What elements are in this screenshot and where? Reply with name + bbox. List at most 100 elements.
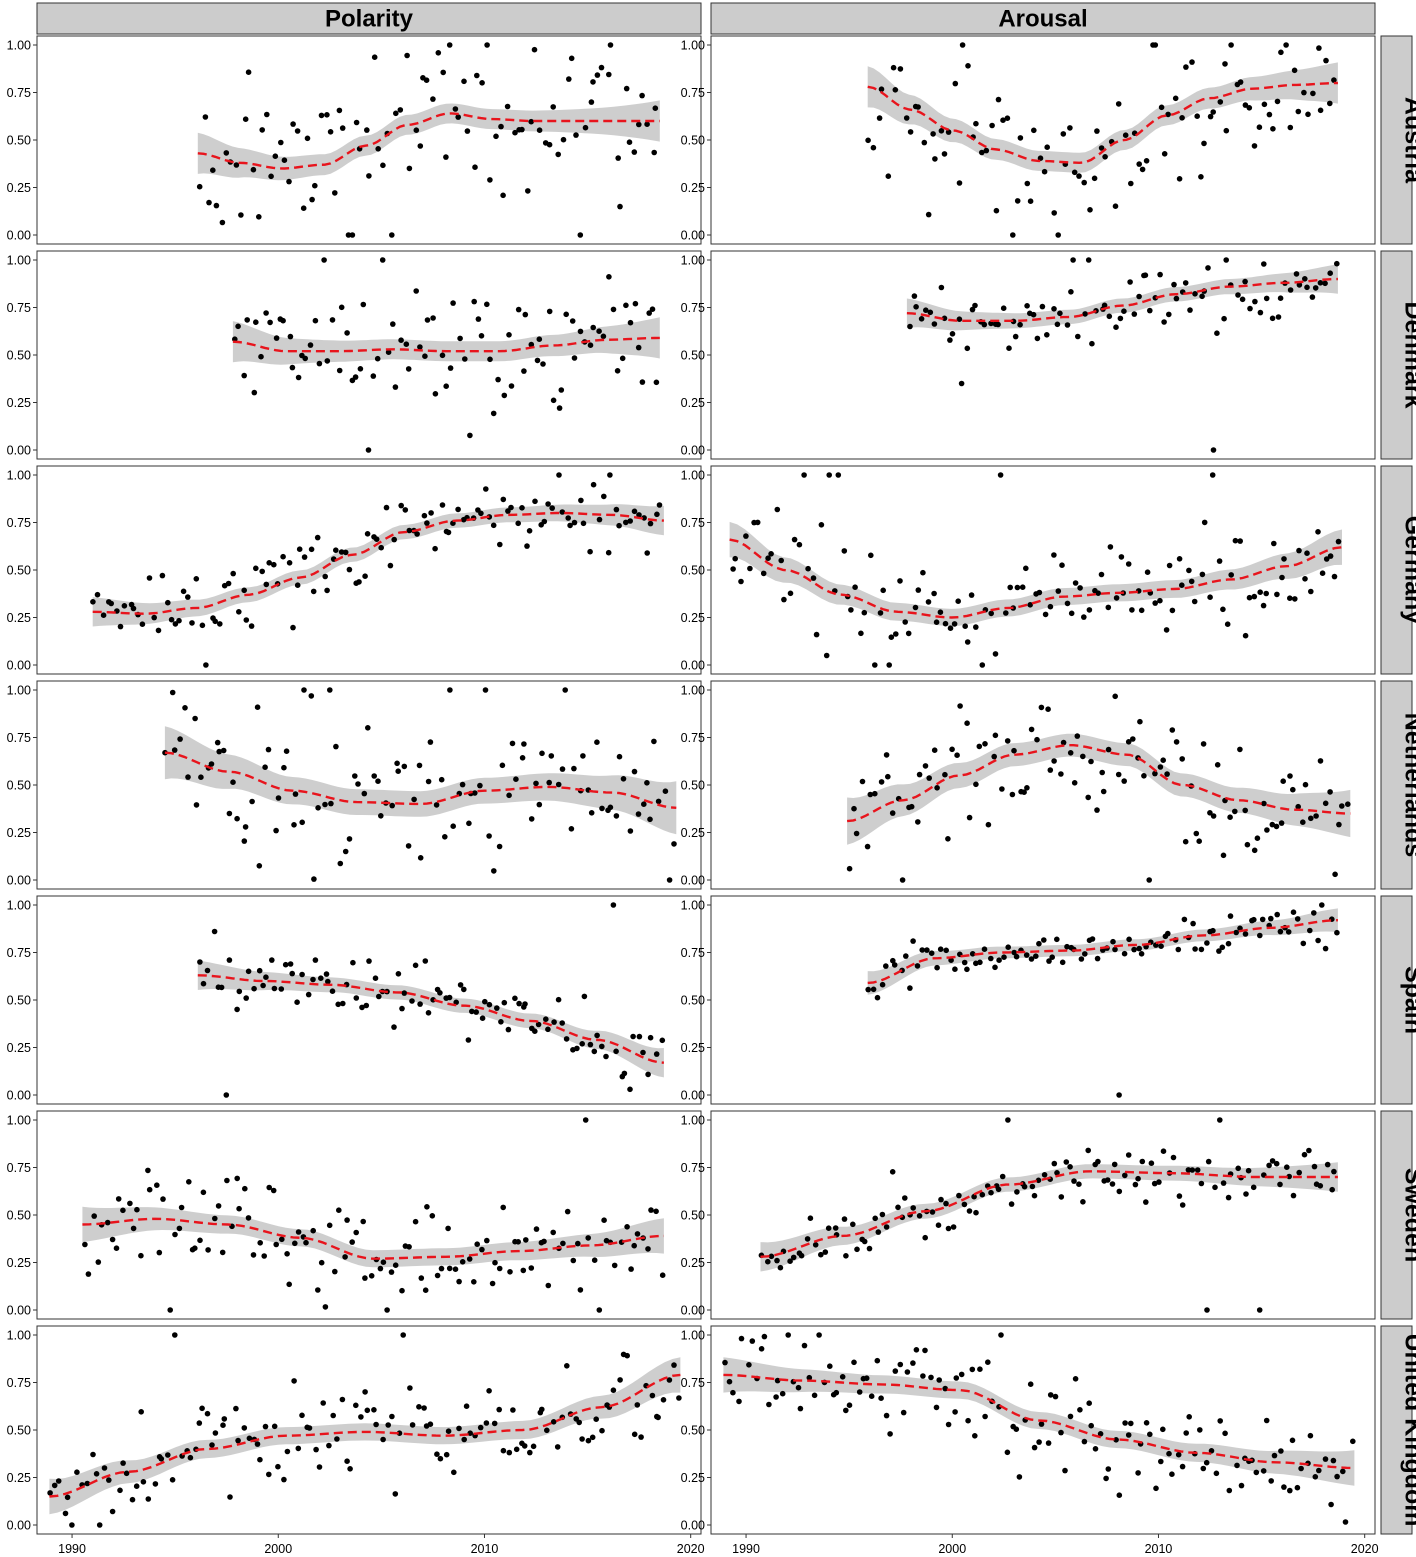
data-point: [263, 310, 269, 316]
data-point: [342, 549, 349, 556]
data-point: [467, 432, 473, 439]
data-point: [1283, 42, 1289, 48]
data-point: [329, 988, 336, 994]
data-point: [500, 1447, 507, 1454]
data-point: [249, 798, 255, 805]
data-point: [374, 355, 381, 362]
data-point: [856, 1389, 863, 1395]
data-point: [825, 1225, 832, 1231]
data-point: [422, 958, 429, 964]
data-point: [1350, 1438, 1356, 1445]
data-point: [192, 1245, 198, 1251]
data-point: [399, 1287, 405, 1294]
data-point: [272, 153, 279, 159]
data-point: [551, 1019, 557, 1025]
data-point: [577, 328, 584, 335]
data-point: [919, 947, 925, 953]
panel-denmark-polarity: [36, 250, 702, 460]
data-point: [1044, 144, 1050, 150]
data-point: [187, 1454, 194, 1461]
data-point: [843, 1253, 849, 1259]
data-point: [631, 1242, 637, 1249]
row-label-sweden: Sweden: [1400, 1168, 1416, 1262]
data-point: [943, 947, 949, 954]
data-point: [243, 995, 249, 1001]
data-point: [865, 986, 871, 993]
data-point: [1097, 1431, 1104, 1437]
x-tick-label: 2000: [938, 1542, 966, 1556]
y-axis-germany-arousal: 0.000.250.500.751.00: [681, 469, 711, 673]
data-point: [446, 42, 453, 48]
data-point: [879, 981, 886, 988]
data-point: [1099, 769, 1105, 776]
data-point: [225, 580, 232, 587]
data-point: [242, 824, 249, 830]
data-point: [1306, 1147, 1312, 1154]
data-point: [339, 125, 346, 131]
data-point: [344, 1217, 350, 1223]
data-point: [477, 782, 483, 789]
data-point: [1089, 936, 1096, 942]
data-point: [1225, 940, 1232, 947]
data-point: [373, 1421, 379, 1428]
data-point: [979, 149, 985, 156]
data-point: [295, 1445, 302, 1452]
data-point: [428, 510, 434, 516]
data-point: [437, 990, 443, 996]
data-point: [432, 545, 438, 552]
x-tick-label: 2010: [471, 1542, 499, 1556]
data-point: [299, 971, 305, 978]
data-point: [925, 211, 932, 218]
data-point: [456, 1425, 462, 1432]
y-tick-label: 0.75: [681, 516, 705, 530]
data-point: [1157, 764, 1164, 770]
data-point: [870, 144, 877, 151]
data-point: [1284, 1164, 1290, 1170]
y-tick-label: 0.00: [7, 659, 31, 673]
panel-united-kingdom-polarity: [36, 1325, 702, 1535]
y-tick-label: 1.00: [7, 469, 31, 483]
data-point: [438, 776, 445, 783]
data-point: [1273, 1160, 1280, 1167]
data-point: [308, 693, 315, 699]
data-point: [500, 1204, 507, 1211]
data-point: [273, 1241, 280, 1248]
data-point: [389, 232, 395, 238]
data-point: [1009, 791, 1016, 798]
data-point: [548, 753, 555, 759]
data-point: [867, 791, 874, 798]
data-point: [645, 1246, 651, 1252]
data-point: [1101, 302, 1108, 309]
data-point: [1317, 1183, 1324, 1189]
data-point: [342, 1254, 348, 1260]
data-point: [868, 1393, 875, 1399]
data-point: [859, 778, 866, 785]
data-point: [1141, 773, 1147, 779]
data-point: [1281, 556, 1287, 562]
data-point: [442, 834, 448, 840]
data-point: [616, 753, 623, 760]
data-point: [1256, 124, 1263, 130]
data-point: [1044, 332, 1050, 338]
y-axis-denmark-arousal: 0.000.250.500.751.00: [681, 254, 711, 458]
data-point: [311, 876, 317, 882]
data-point: [973, 781, 979, 788]
data-point: [387, 562, 394, 569]
data-point: [1169, 727, 1176, 733]
data-point: [760, 570, 767, 577]
data-point: [766, 1401, 772, 1408]
data-point: [617, 203, 623, 210]
data-point: [1055, 232, 1061, 238]
data-point: [981, 946, 988, 952]
data-point: [512, 129, 518, 136]
data-point: [1072, 1376, 1079, 1382]
data-point: [301, 554, 308, 560]
data-point: [601, 493, 607, 500]
data-point: [1080, 753, 1086, 760]
data-point: [90, 1451, 96, 1458]
data-point: [1153, 1485, 1159, 1492]
y-tick-label: 0.25: [7, 181, 31, 195]
data-point: [424, 1204, 430, 1210]
data-point: [1259, 916, 1266, 923]
y-tick-label: 0.00: [7, 444, 31, 458]
